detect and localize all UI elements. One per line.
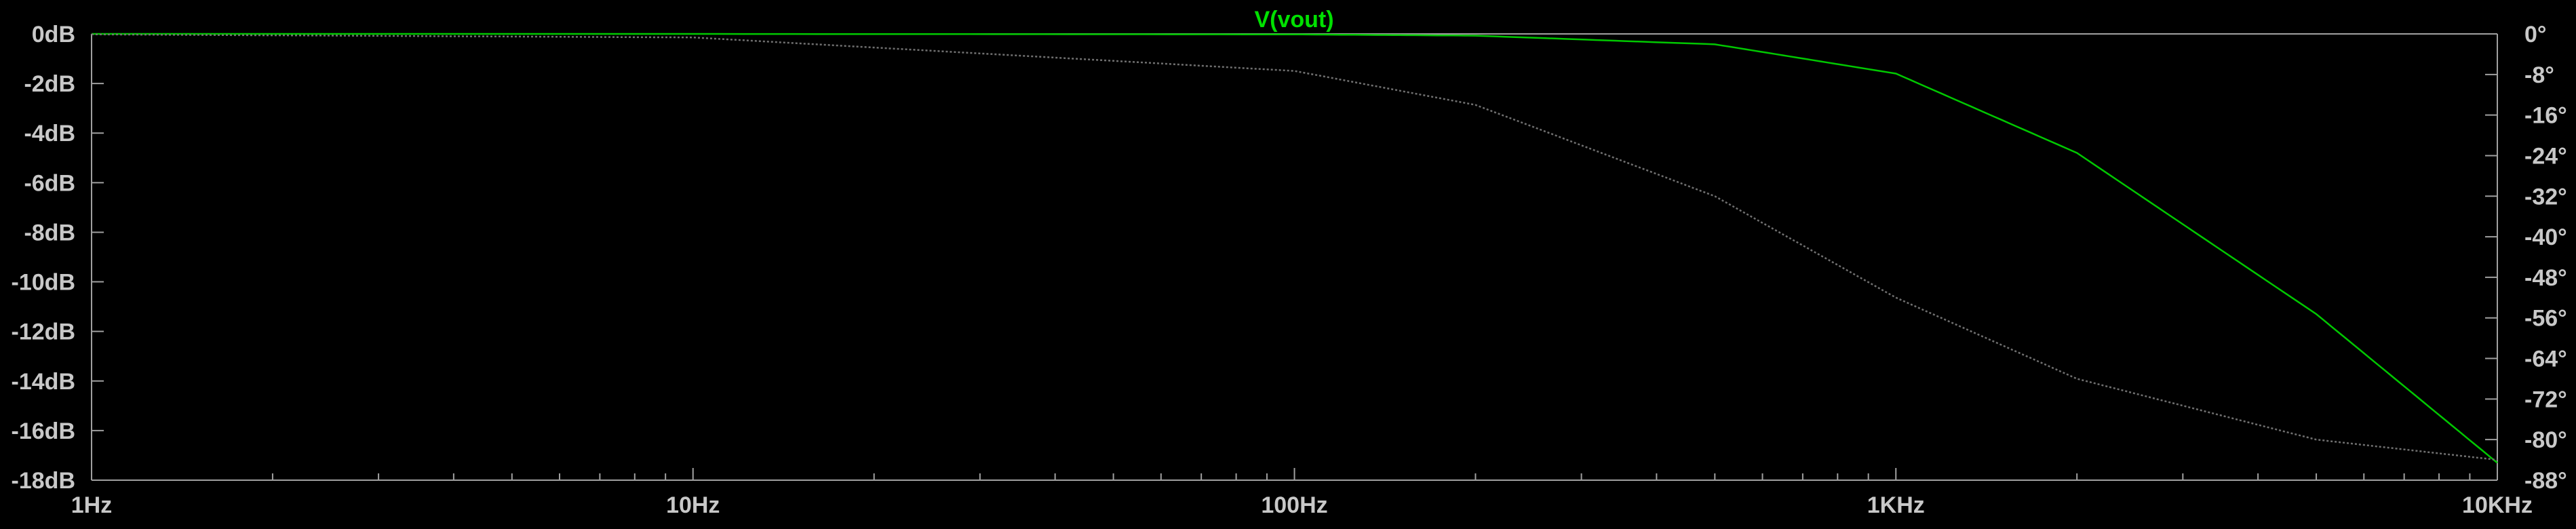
y-right-tick-label: -16° (2524, 103, 2567, 129)
x-tick-label: 1Hz (71, 492, 112, 518)
y-left-tick-label: -8dB (24, 220, 75, 246)
y-right-tick-label: -80° (2524, 427, 2567, 453)
y-right-tick-label: -24° (2524, 143, 2567, 169)
x-tick-label: 1KHz (1867, 492, 1925, 518)
y-right-tick-label: 0° (2524, 22, 2547, 47)
y-left-tick-label: 0dB (32, 22, 75, 47)
y-right-tick-label: -48° (2524, 265, 2567, 291)
curves (91, 33, 2498, 464)
y-right-tick-label: -40° (2524, 224, 2567, 250)
y-right-tick-label: -72° (2524, 387, 2567, 412)
y-left-tick-label: -6dB (24, 170, 75, 196)
phase-curve (91, 33, 2498, 461)
x-axis: 1Hz 10Hz 100Hz 1KHz 10KHz (71, 468, 2533, 518)
y-right-tick-label: -88° (2524, 468, 2567, 494)
y-left-tick-label: -16dB (12, 418, 75, 444)
y-left-tick-label: -10dB (12, 270, 75, 296)
y-right-tick-label: -56° (2524, 306, 2567, 332)
y-left-tick-label: -2dB (24, 71, 75, 97)
y-left-tick-label: -18dB (12, 468, 75, 494)
y-axis-right: 0° -8° -16° -24° -32° -40° -48° -56° -64° -72° -80… (2485, 22, 2567, 494)
x-tick-label: 10Hz (666, 492, 720, 518)
x-tick-label: 10KHz (2462, 492, 2533, 518)
y-left-tick-label: -4dB (24, 121, 75, 146)
chart-title[interactable]: V(vout) (1254, 7, 1333, 33)
x-tick-label: 100Hz (1261, 492, 1327, 518)
y-left-tick-label: -12dB (12, 319, 75, 345)
y-right-tick-label: -64° (2524, 347, 2567, 372)
y-right-tick-label: -8° (2524, 62, 2554, 88)
y-right-tick-label: -32° (2524, 184, 2567, 210)
magnitude-curve (92, 33, 2498, 464)
y-left-tick-label: -14dB (12, 369, 75, 395)
y-axis-left: 0dB -2dB -4dB -6dB -8dB -10dB -12dB -14dB -16dB -… (12, 22, 104, 494)
axes (91, 33, 2498, 481)
